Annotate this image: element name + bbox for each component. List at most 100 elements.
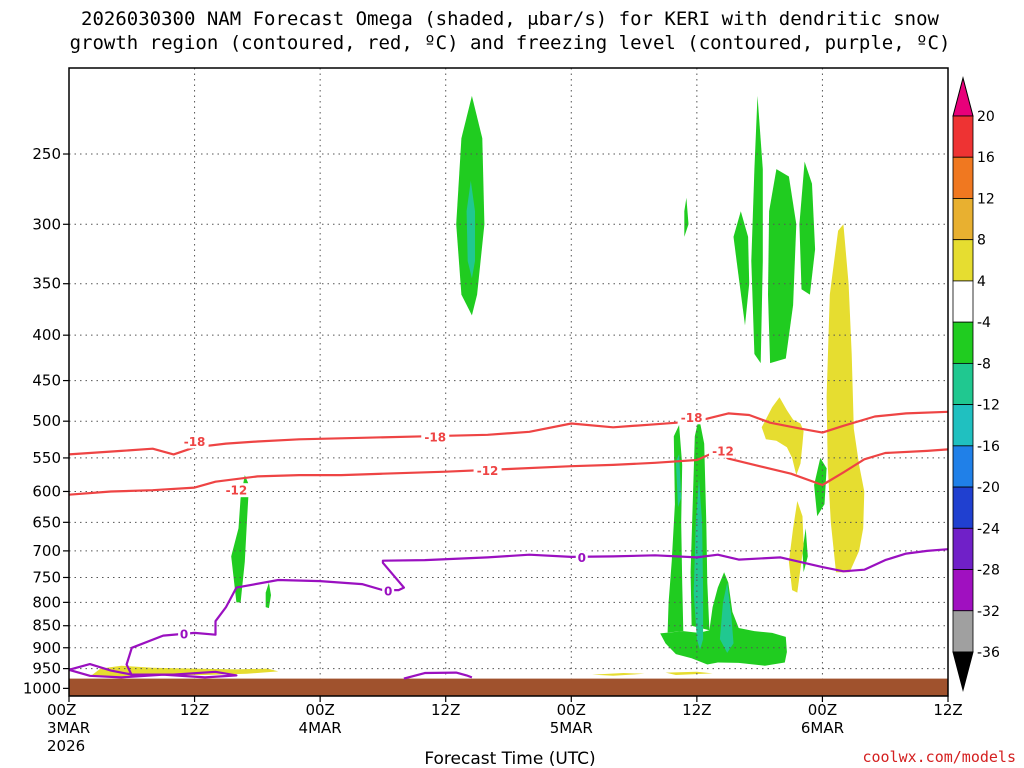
y-tick-label-400: 400 (32, 326, 61, 344)
omega-region-10 (693, 478, 704, 650)
y-tick-label-450: 450 (32, 372, 61, 390)
x-tick-label-24-1: 4MAR (299, 719, 342, 737)
colorbar-label-2: 12 (977, 191, 995, 207)
omega-region-12 (675, 454, 682, 508)
y-tick-label-750: 750 (32, 568, 61, 586)
colorbar-label-4: 4 (977, 274, 986, 290)
colorbar-label-11: -28 (977, 563, 1000, 579)
colorbar-segment-13 (952, 610, 974, 653)
isotherm--12-1 (69, 448, 948, 496)
x-axis-label: Forecast Time (UTC) (424, 749, 595, 768)
colorbar-bottom-arrow (952, 651, 974, 692)
contour-label-1: -18 (424, 431, 446, 445)
y-tick-label-950: 950 (32, 660, 61, 678)
omega-region-21 (592, 673, 645, 676)
contour-label-3: -12 (226, 484, 248, 498)
omega-region-4 (751, 95, 763, 364)
colorbar-segment-12 (952, 569, 974, 612)
contour-label-0: -18 (184, 435, 206, 449)
colorbar-segment-2 (952, 156, 974, 199)
ground-surface (69, 678, 948, 696)
colorbar-top-arrow (952, 76, 974, 117)
contour-label-7: 0 (384, 585, 392, 599)
y-tick-label-300: 300 (32, 215, 61, 233)
y-tick-label-650: 650 (32, 513, 61, 531)
colorbar-label-3: 8 (977, 233, 986, 249)
y-tick-label-900: 900 (32, 639, 61, 657)
colorbar-label-8: -16 (977, 439, 1000, 455)
y-tick-label-850: 850 (32, 617, 61, 635)
isotherm-0-4 (403, 671, 473, 680)
x-tick-label-12-0: 12Z (180, 701, 209, 719)
colorbar-segment-8 (952, 404, 974, 447)
colorbar-label-10: -24 (977, 521, 1000, 537)
contour-label-4: -12 (477, 464, 499, 478)
y-tick-label-600: 600 (32, 482, 61, 500)
isotherm-0-3 (125, 548, 948, 676)
contour-labels: -18 -18 -18 -12 -12 -12 0 0 0 (178, 410, 738, 641)
plot-background (69, 68, 948, 696)
x-tick-label-0-2: 2026 (47, 737, 85, 755)
contour-label-bg-2 (677, 410, 706, 425)
y-tick-label-800: 800 (32, 593, 61, 611)
contour-label-6: 0 (180, 627, 188, 641)
colorbar-label-6: -8 (977, 356, 991, 372)
colorbar-label-0: 20 (977, 109, 995, 125)
y-tick-label-1000: 1000 (23, 679, 61, 697)
x-tick-label-0-0: 00Z (47, 701, 76, 719)
contour-label-bg-1 (421, 430, 450, 445)
y-tick-label-350: 350 (32, 275, 61, 293)
isotherm-0-2 (69, 662, 238, 679)
omega-region-6 (799, 161, 816, 295)
y-tick-label-700: 700 (32, 542, 61, 560)
y-tick-label-500: 500 (32, 412, 61, 430)
y-axis-pressure-ticks: 250 300 350 400 450 500 550 600 650 700 750 800 850 9… (23, 145, 69, 697)
x-tick-label-84-0: 12Z (933, 701, 962, 719)
contour-label-bg-8 (575, 550, 588, 565)
colorbar-label-12: -32 (977, 604, 1000, 620)
colorbar-label-1: 16 (977, 150, 995, 166)
colorbar-segment-1 (952, 115, 974, 158)
colorbar-segment-4 (952, 239, 974, 282)
x-tick-label-72-1: 6MAR (801, 719, 844, 737)
contour-label-bg-0 (180, 434, 209, 449)
site-credit: coolwx.com/models (862, 748, 1016, 766)
colorbar-segment-10 (952, 486, 974, 529)
contour-label-5: -12 (712, 444, 734, 458)
omega-colorbar: 20 16 12 8 4 -4 -8 -12 -16 -20 -24 -28 -32 -36 (952, 76, 1000, 692)
x-tick-label-48-0: 00Z (557, 701, 586, 719)
plot-frame (68, 67, 949, 697)
x-tick-label-24-0: 00Z (305, 701, 334, 719)
x-tick-label-0-1: 3MAR (47, 719, 90, 737)
omega-region-18 (826, 224, 865, 573)
omega-region-13 (231, 475, 249, 603)
colorbar-label-13: -36 (977, 645, 1000, 661)
chart-title-line-2: growth region (contoured, red, ºC) and f… (70, 32, 951, 54)
colorbar-label-9: -20 (977, 480, 1000, 496)
contour-label-bg-5 (709, 443, 738, 458)
colorbar-segment-5 (952, 280, 974, 323)
colorbar-segment-6 (952, 321, 974, 364)
omega-region-17 (788, 501, 804, 593)
contour-label-2: -18 (681, 411, 703, 425)
x-tick-label-60-0: 12Z (682, 701, 711, 719)
plot-area: -18 -18 -18 -12 -12 -12 0 0 0 (69, 68, 948, 696)
contour-label-bg-3 (222, 483, 251, 498)
x-tick-label-48-1: 5MAR (550, 719, 593, 737)
x-tick-label-72-0: 00Z (808, 701, 837, 719)
omega-region-19 (761, 397, 804, 476)
omega-region-14 (265, 582, 271, 609)
colorbar-label-7: -12 (977, 398, 1000, 414)
colorbar-label-5: -4 (977, 315, 991, 331)
omega-region-2 (684, 197, 689, 237)
y-tick-label-250: 250 (32, 145, 61, 163)
x-tick-label-36-0: 12Z (431, 701, 460, 719)
contour-label-bg-7 (382, 584, 395, 599)
omega-region-16 (802, 528, 808, 573)
omega-region-1 (466, 180, 475, 279)
colorbar-segment-7 (952, 362, 974, 406)
omega-region-3 (733, 211, 750, 326)
contour-label-bg-6 (178, 626, 191, 641)
